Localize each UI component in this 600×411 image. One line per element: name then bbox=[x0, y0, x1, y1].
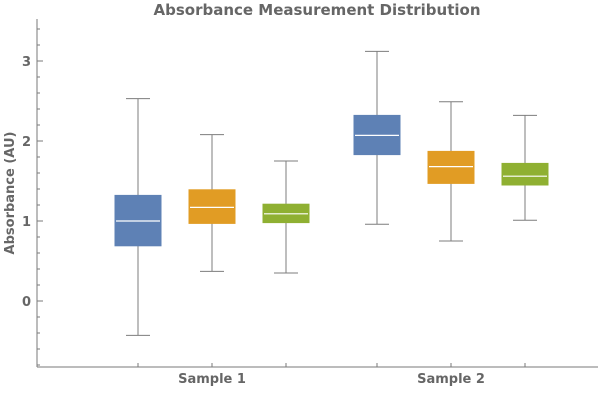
box-series-1-sample-1 bbox=[114, 98, 162, 336]
box-series-3-sample-1 bbox=[262, 160, 310, 274]
iqr-box bbox=[188, 189, 236, 224]
chart-title: Absorbance Measurement Distribution bbox=[153, 1, 480, 19]
x-tick-label: Sample 1 bbox=[178, 372, 246, 387]
y-axis-ticks: 0 1 2 3 bbox=[22, 28, 43, 366]
y-axis-label: Absorbance (AU) bbox=[3, 132, 18, 255]
y-tick-label: 2 bbox=[22, 135, 31, 150]
box-series-2-sample-1 bbox=[188, 134, 236, 272]
box-plot-marks bbox=[114, 50, 549, 336]
box-series-2-sample-2 bbox=[427, 101, 475, 242]
x-tick-label: Sample 2 bbox=[417, 372, 485, 387]
y-tick-label: 3 bbox=[22, 55, 31, 70]
x-axis-ticks: Sample 1 Sample 2 bbox=[137, 363, 526, 387]
iqr-box bbox=[427, 150, 475, 184]
y-tick-label: 0 bbox=[22, 295, 31, 310]
box-series-1-sample-2 bbox=[353, 50, 401, 225]
box-series-3-sample-2 bbox=[501, 114, 549, 221]
iqr-box bbox=[501, 162, 549, 186]
y-tick-label: 1 bbox=[22, 215, 31, 230]
